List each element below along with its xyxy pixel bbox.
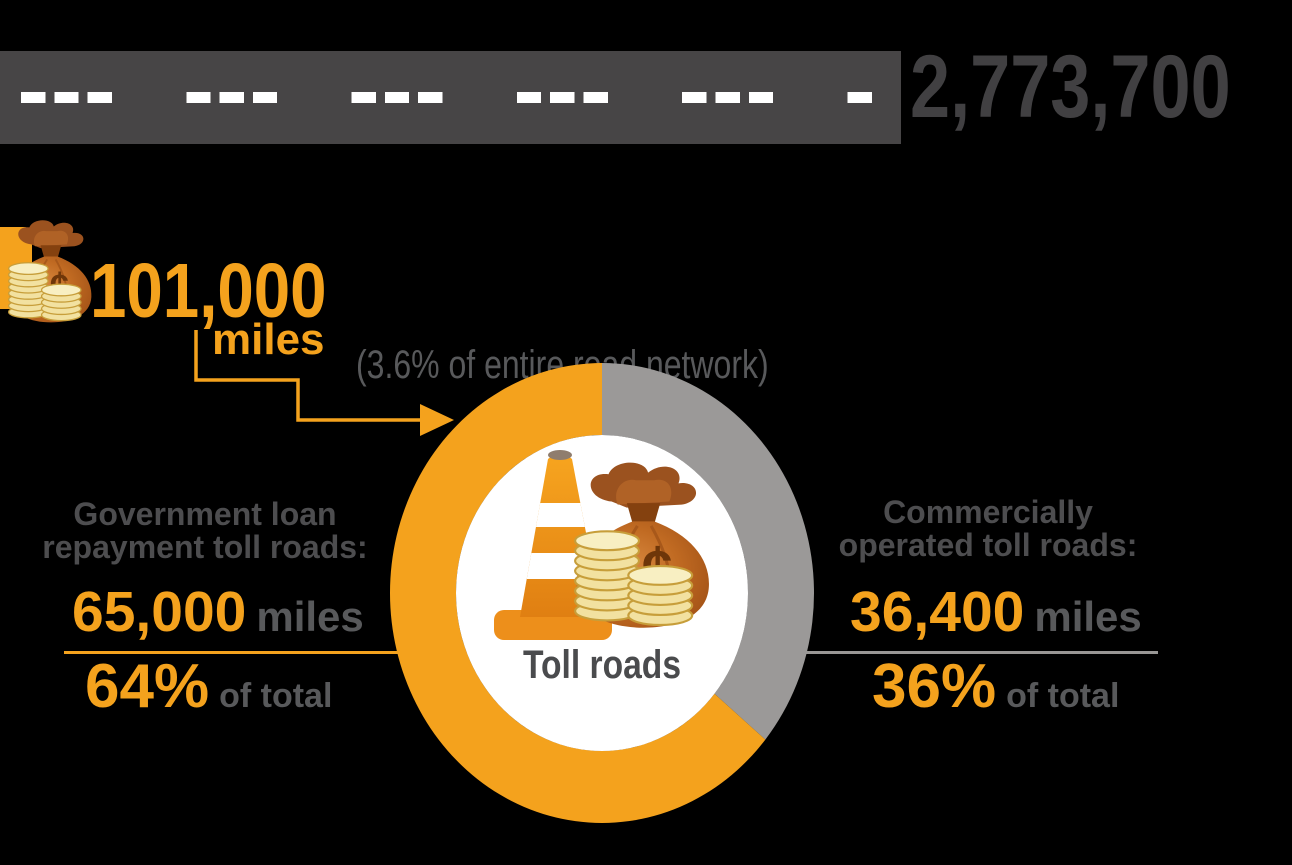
left-miles-unit: miles	[256, 593, 364, 640]
donut-center: Toll roads	[456, 435, 748, 751]
donut-label: Toll roads	[523, 643, 681, 687]
left-heading-line2: repayment toll roads:	[42, 529, 368, 565]
connector-arrow	[194, 330, 454, 436]
right-miles-row: 36,400 miles	[850, 584, 1142, 641]
road-lane-markings	[21, 92, 872, 103]
cone-cap	[548, 450, 572, 460]
right-segment-heading: Commercially operated toll roads:	[798, 496, 1178, 562]
left-miles-value: 65,000	[72, 580, 247, 644]
left-segment-heading: Government loan repayment toll roads:	[15, 498, 395, 564]
money-bag-icon: ¢	[0, 219, 93, 324]
toll-miles-unit: miles	[212, 315, 325, 364]
connector-line	[194, 330, 420, 422]
right-percent-row: 36% of total	[872, 656, 1119, 718]
total-road-miles: 2,773,700	[910, 36, 1231, 136]
right-percent-suffix: of total	[1006, 677, 1120, 715]
donut-chart: Toll roads	[390, 363, 814, 823]
right-divider-line	[806, 651, 1158, 654]
left-percent-row: 64% of total	[85, 656, 332, 718]
road-graphic	[0, 51, 901, 144]
right-miles-unit: miles	[1034, 593, 1142, 640]
donut-slice-commercial	[602, 363, 814, 740]
right-percent-value: 36%	[872, 652, 997, 721]
arrowhead-icon	[420, 404, 454, 436]
left-percent-value: 64%	[85, 652, 210, 721]
donut-slice-government	[390, 363, 766, 823]
left-miles-row: 65,000 miles	[72, 584, 364, 641]
right-heading-line1: Commercially	[883, 494, 1093, 530]
left-divider-line	[64, 651, 405, 654]
right-miles-value: 36,400	[850, 580, 1025, 644]
toll-miles-value: 101,000	[90, 248, 327, 334]
right-heading-line2: operated toll roads:	[838, 527, 1138, 563]
left-percent-suffix: of total	[219, 677, 333, 715]
left-heading-line1: Government loan	[73, 496, 337, 532]
money-bag-icon-large	[573, 461, 711, 630]
